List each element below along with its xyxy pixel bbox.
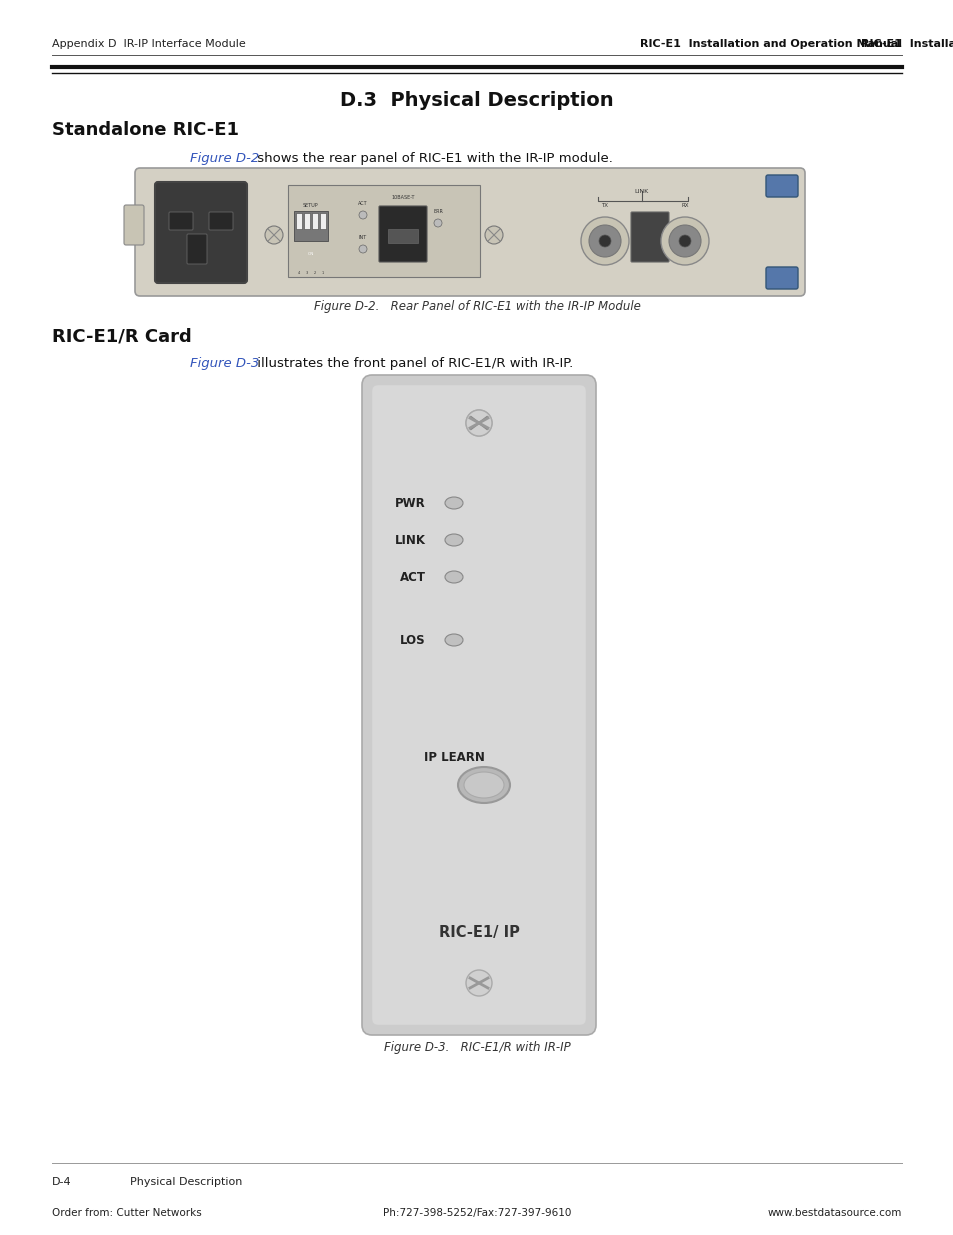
Text: D-4: D-4 xyxy=(52,1177,71,1187)
Text: Appendix D  IR-IP Interface Module: Appendix D IR-IP Interface Module xyxy=(52,40,246,49)
FancyBboxPatch shape xyxy=(630,212,668,262)
FancyBboxPatch shape xyxy=(169,212,193,230)
Ellipse shape xyxy=(444,634,462,646)
Circle shape xyxy=(484,226,502,245)
Circle shape xyxy=(660,217,708,266)
FancyBboxPatch shape xyxy=(154,182,247,283)
Text: Figure D-2.   Rear Panel of RIC-E1 with the IR-IP Module: Figure D-2. Rear Panel of RIC-E1 with th… xyxy=(314,300,639,312)
Bar xyxy=(294,211,328,241)
Bar xyxy=(319,212,326,228)
Text: 1: 1 xyxy=(321,270,324,275)
Text: RIC-E1/ IP: RIC-E1/ IP xyxy=(438,925,518,941)
Text: LINK: LINK xyxy=(395,534,426,547)
FancyBboxPatch shape xyxy=(187,233,207,264)
Text: RIC-E1/R Card: RIC-E1/R Card xyxy=(52,327,192,345)
Ellipse shape xyxy=(463,772,503,798)
Text: www.bestdatasource.com: www.bestdatasource.com xyxy=(767,1208,901,1218)
Text: 3: 3 xyxy=(306,270,308,275)
Text: D.3  Physical Description: D.3 Physical Description xyxy=(340,90,613,110)
Circle shape xyxy=(465,969,492,995)
FancyBboxPatch shape xyxy=(124,205,144,245)
Text: LINK: LINK xyxy=(634,189,648,194)
Circle shape xyxy=(265,226,283,245)
Text: 2: 2 xyxy=(314,270,315,275)
Text: Figure D-3: Figure D-3 xyxy=(190,357,259,369)
FancyBboxPatch shape xyxy=(378,206,427,262)
Text: 4: 4 xyxy=(297,270,300,275)
FancyBboxPatch shape xyxy=(209,212,233,230)
Bar xyxy=(312,212,317,228)
Circle shape xyxy=(434,219,441,227)
Text: TX: TX xyxy=(601,203,608,207)
Text: RX: RX xyxy=(680,203,688,207)
Text: 10BASE-T: 10BASE-T xyxy=(391,194,415,200)
Circle shape xyxy=(679,235,690,247)
Circle shape xyxy=(668,225,700,257)
FancyBboxPatch shape xyxy=(765,175,797,198)
Bar xyxy=(388,228,417,243)
Ellipse shape xyxy=(457,767,510,803)
Ellipse shape xyxy=(444,496,462,509)
Text: ERR: ERR xyxy=(433,209,442,214)
Text: RIC-E1: RIC-E1 xyxy=(861,40,901,49)
FancyBboxPatch shape xyxy=(372,385,585,1025)
FancyBboxPatch shape xyxy=(135,168,804,296)
Circle shape xyxy=(598,235,610,247)
Circle shape xyxy=(465,410,492,436)
Bar xyxy=(295,212,302,228)
Text: Order from: Cutter Networks: Order from: Cutter Networks xyxy=(52,1208,201,1218)
Circle shape xyxy=(358,211,367,219)
Circle shape xyxy=(588,225,620,257)
Ellipse shape xyxy=(444,534,462,546)
Text: ACT: ACT xyxy=(399,571,426,583)
Circle shape xyxy=(580,217,628,266)
Text: RIC-E1  Installation and Operation Manual: RIC-E1 Installation and Operation Manual xyxy=(639,40,901,49)
Text: IP LEARN: IP LEARN xyxy=(423,751,484,763)
Text: Ph:727-398-5252/Fax:727-397-9610: Ph:727-398-5252/Fax:727-397-9610 xyxy=(382,1208,571,1218)
Text: Standalone RIC-E1: Standalone RIC-E1 xyxy=(52,121,239,140)
Text: shows the rear panel of RIC-E1 with the IR-IP module.: shows the rear panel of RIC-E1 with the … xyxy=(253,152,612,164)
Text: PWR: PWR xyxy=(395,496,426,510)
Text: Figure D-3.   RIC-E1/R with IR-IP: Figure D-3. RIC-E1/R with IR-IP xyxy=(383,1041,570,1053)
Circle shape xyxy=(465,410,492,436)
Text: illustrates the front panel of RIC-E1/R with IR-IP.: illustrates the front panel of RIC-E1/R … xyxy=(253,357,573,369)
Text: Figure D-2: Figure D-2 xyxy=(190,152,259,164)
Text: Physical Description: Physical Description xyxy=(130,1177,242,1187)
Text: Installation and Operation Manual: Installation and Operation Manual xyxy=(901,40,953,49)
Circle shape xyxy=(358,245,367,253)
FancyBboxPatch shape xyxy=(361,375,596,1035)
Bar xyxy=(288,185,479,277)
Text: LOS: LOS xyxy=(400,634,426,646)
FancyBboxPatch shape xyxy=(765,267,797,289)
Text: INT: INT xyxy=(358,235,367,240)
Text: SETUP: SETUP xyxy=(302,203,317,207)
Text: ACT: ACT xyxy=(357,200,368,205)
Ellipse shape xyxy=(444,571,462,583)
Bar xyxy=(304,212,310,228)
Text: ON: ON xyxy=(308,252,314,256)
